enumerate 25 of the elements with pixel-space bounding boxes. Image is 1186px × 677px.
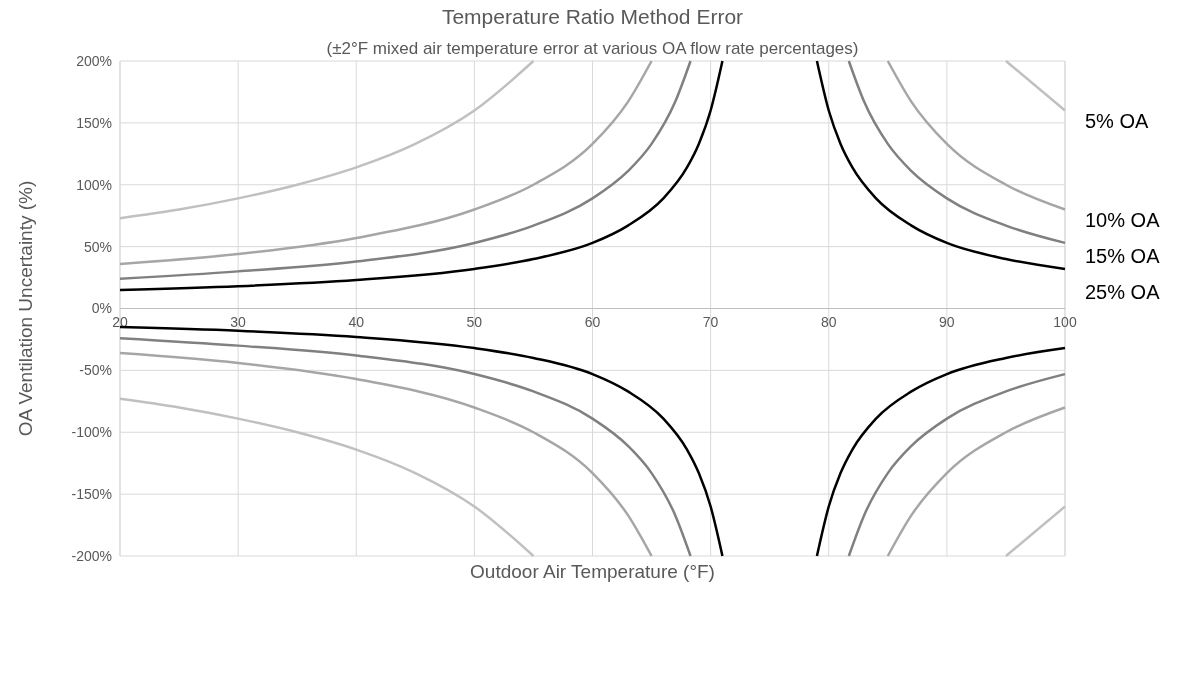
y-tick-label: -50% <box>79 362 112 379</box>
y-tick-label: 0% <box>91 300 112 317</box>
y-tick-label: 150% <box>76 114 112 131</box>
x-tick-label: 80 <box>820 313 837 330</box>
y-tick-label: -150% <box>71 486 112 503</box>
chart-subtitle: (±2°F mixed air temperature error at various OA flow rate percentages) <box>326 39 859 58</box>
chart-title: Temperature Ratio Method Error <box>441 5 744 28</box>
y-tick-label: 100% <box>76 176 112 193</box>
series-label: 5% OA <box>1085 109 1150 132</box>
y-axis-title: OA Ventilation Uncertainty (%) <box>15 180 36 437</box>
y-tick-label: 50% <box>83 238 112 255</box>
series-label: 10% OA <box>1085 208 1161 231</box>
x-tick-label: 30 <box>230 313 247 330</box>
x-tick-label: 40 <box>348 313 365 330</box>
x-tick-label: 60 <box>584 313 601 330</box>
y-tick-label: -100% <box>71 424 112 441</box>
y-tick-label: 200% <box>76 52 112 69</box>
x-tick-label: 50 <box>466 313 483 330</box>
series-label: 15% OA <box>1085 244 1161 267</box>
y-tick-label: -200% <box>71 547 112 564</box>
x-axis-title: Outdoor Air Temperature (°F) <box>470 561 715 582</box>
x-tick-label: 70 <box>702 313 719 330</box>
series-label: 25% OA <box>1085 280 1161 303</box>
x-tick-label: 90 <box>939 313 955 330</box>
x-tick-label: 100 <box>1053 313 1077 330</box>
